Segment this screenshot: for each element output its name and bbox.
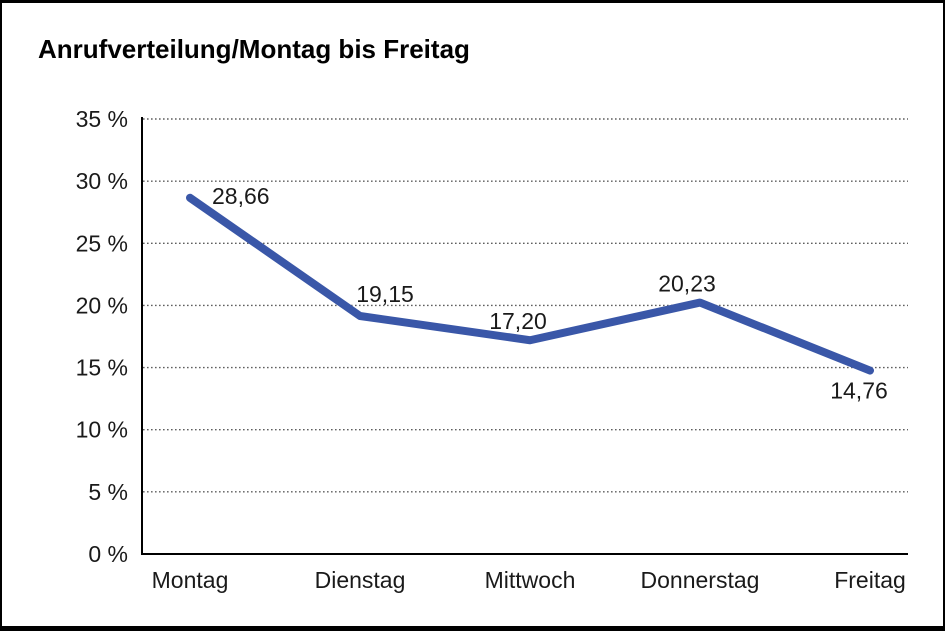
y-axis-tick-label: 25 % <box>76 230 128 256</box>
data-point-label: 20,23 <box>658 271 716 297</box>
x-axis-category-label: Freitag <box>834 567 906 593</box>
y-axis-tick-label: 20 % <box>76 292 128 318</box>
data-point-label: 14,76 <box>830 378 888 404</box>
x-axis-category-label: Mittwoch <box>485 567 576 593</box>
data-point-label: 19,15 <box>356 281 414 307</box>
y-axis-tick-label: 0 % <box>88 541 128 567</box>
y-axis-tick-label: 35 % <box>76 106 128 132</box>
data-point-label: 28,66 <box>212 183 270 209</box>
chart-title: Anrufverteilung/Montag bis Freitag <box>38 34 470 64</box>
y-axis-tick-label: 30 % <box>76 168 128 194</box>
x-axis-category-label: Montag <box>152 567 229 593</box>
y-axis-tick-label: 10 % <box>76 417 128 443</box>
line-chart-plot-area: 0 % 5 % 10 % 15 % 20 % 25 % 30 % 35 % Montag Dien… <box>76 106 908 593</box>
y-axis-tick-label: 15 % <box>76 355 128 381</box>
data-point-label: 17,20 <box>489 308 547 334</box>
data-series-line <box>186 193 874 375</box>
y-axis-tick-label: 5 % <box>88 479 128 505</box>
x-axis-category-label: Donnerstag <box>641 567 760 593</box>
x-axis-category-label: Dienstag <box>315 567 406 593</box>
